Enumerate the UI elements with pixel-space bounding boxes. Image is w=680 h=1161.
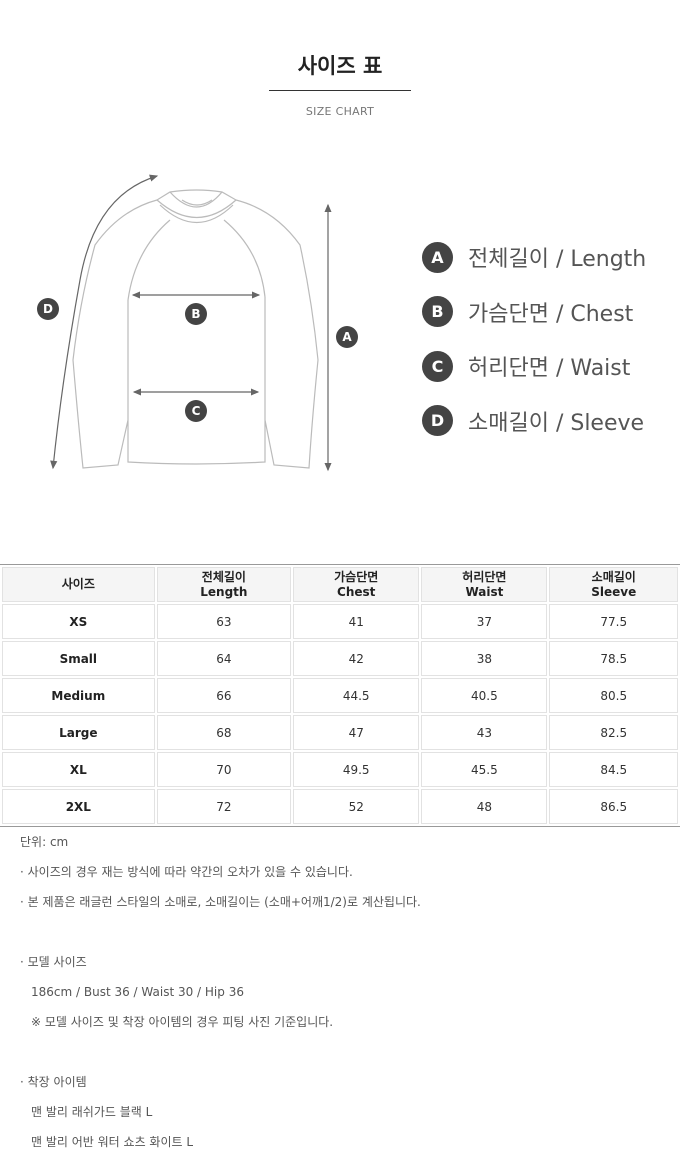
table-row: Medium 66 44.5 40.5 80.5 [2,678,678,713]
svg-text:A: A [342,330,352,344]
notes-section: 단위: cm · 사이즈의 경우 재는 방식에 따라 약간의 오차가 있을 수 … [20,834,421,1161]
garment-diagram: A B C D [37,174,358,472]
size-cell: Large [2,715,155,750]
value-cell: 86.5 [549,789,678,824]
value-cell: 44.5 [293,678,420,713]
header-waist: 허리단면 Waist [421,567,548,602]
model-heading: · 모델 사이즈 [20,955,87,969]
header-sleeve: 소매길이 Sleeve [549,567,678,602]
marker-d: D [37,298,59,320]
header-chest: 가슴단면 Chest [293,567,420,602]
table-row: XL 70 49.5 45.5 84.5 [2,752,678,787]
value-cell: 41 [293,604,420,639]
legend-item-waist: C 허리단면 / Waist [422,339,646,394]
table-row: Small 64 42 38 78.5 [2,641,678,676]
worn-item: 맨 발리 래쉬가드 블랙 L [31,1105,153,1119]
worn-item: 맨 발리 어반 워터 쇼츠 화이트 L [31,1135,194,1149]
badge-d: D [422,405,453,437]
value-cell: 82.5 [549,715,678,750]
value-cell: 48 [421,789,548,824]
header-length: 전체길이 Length [156,567,292,602]
svg-text:D: D [43,302,53,316]
legend-item-length: A 전체길이 / Length [422,230,646,285]
size-cell: 2XL [2,789,155,824]
value-cell: 42 [293,641,420,676]
raglan-note: · 본 제품은 래글런 스타일의 소매로, 소매길이는 (소매+어깨1/2)로 … [20,895,421,909]
size-cell: Small [2,641,155,676]
value-cell: 45.5 [421,752,548,787]
legend-item-chest: B 가슴단면 / Chest [422,285,646,340]
value-cell: 84.5 [549,752,678,787]
legend-label: 소매길이 / Sleeve [468,410,645,436]
measurement-legend: A 전체길이 / Length B 가슴단면 / Chest C 허리단면 / Wai… [422,230,646,448]
legend-label: 허리단면 / Waist [468,356,631,382]
value-cell: 47 [293,715,420,750]
unit-note: 단위: cm [20,835,69,849]
size-cell: Medium [2,678,155,713]
value-cell: 52 [293,789,420,824]
header-size: 사이즈 [2,567,155,602]
value-cell: 68 [156,715,292,750]
sleeve-arrow [50,174,159,470]
table-row: XS 63 41 37 77.5 [2,604,678,639]
page-title: 사이즈 표 [297,54,383,78]
title-divider [269,90,411,91]
badge-c: C [422,350,453,382]
value-cell: 63 [156,604,292,639]
size-cell: XL [2,752,155,787]
model-note: ※ 모델 사이즈 및 착장 아이템의 경우 피팅 사진 기준입니다. [31,1015,334,1029]
value-cell: 37 [421,604,548,639]
marker-a: A [336,326,358,348]
value-cell: 80.5 [549,678,678,713]
legend-label: 전체길이 / Length [468,247,647,273]
legend-item-sleeve: D 소매길이 / Sleeve [422,394,646,449]
value-cell: 40.5 [421,678,548,713]
marker-c: C [185,400,207,422]
measurement-note: · 사이즈의 경우 재는 방식에 따라 약간의 오차가 있을 수 있습니다. [20,865,353,879]
value-cell: 43 [421,715,548,750]
svg-text:B: B [191,307,200,321]
table-header-row: 사이즈 전체길이 Length 가슴단면 Chest 허리단면 Waist 소매길이 S… [2,567,678,602]
value-cell: 77.5 [549,604,678,639]
value-cell: 66 [156,678,292,713]
value-cell: 64 [156,641,292,676]
value-cell: 38 [421,641,548,676]
svg-text:C: C [192,404,201,418]
value-cell: 72 [156,789,292,824]
page-subtitle: SIZE CHART [305,105,375,118]
items-heading: · 착장 아이템 [20,1075,87,1089]
marker-b: B [185,303,207,325]
legend-label: 가슴단면 / Chest [468,301,634,327]
garment-outline [72,189,319,469]
table-row: 2XL 72 52 48 86.5 [2,789,678,824]
value-cell: 70 [156,752,292,787]
size-table: 사이즈 전체길이 Length 가슴단면 Chest 허리단면 Waist 소매길이 S… [0,564,680,827]
value-cell: 49.5 [293,752,420,787]
badge-b: B [422,296,453,328]
badge-a: A [422,241,453,273]
size-cell: XS [2,604,155,639]
value-cell: 78.5 [549,641,678,676]
table-row: Large 68 47 43 82.5 [2,715,678,750]
model-size: 186cm / Bust 36 / Waist 30 / Hip 36 [31,985,244,999]
